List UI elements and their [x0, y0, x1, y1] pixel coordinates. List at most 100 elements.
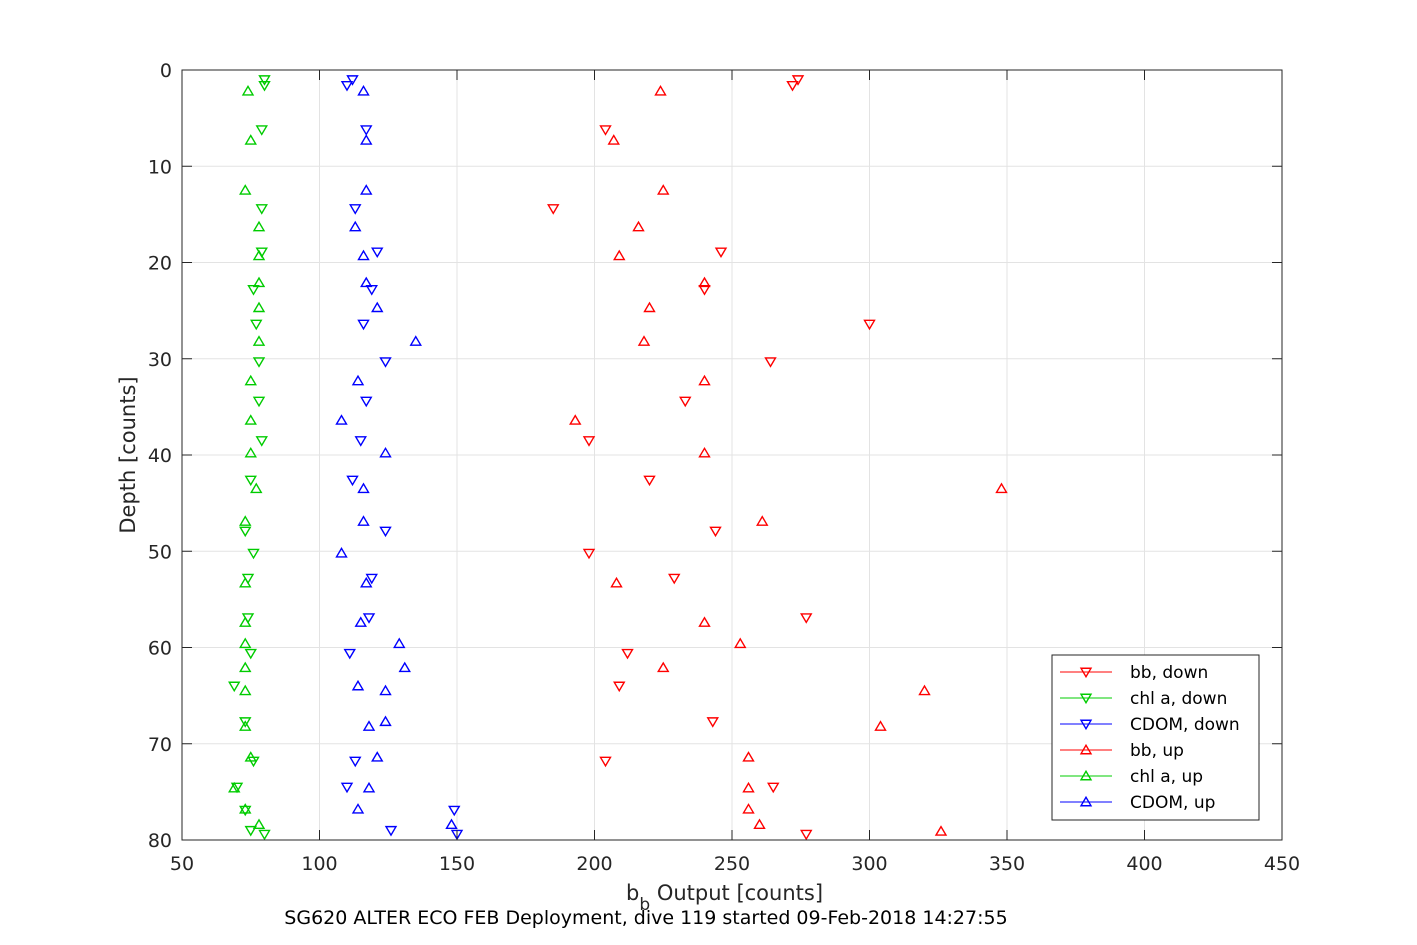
x-axis-label: bb Output [counts] — [626, 881, 823, 915]
data-point — [252, 335, 266, 346]
data-point — [698, 285, 711, 296]
data-point — [244, 374, 257, 386]
data-point — [250, 482, 263, 494]
data-point — [791, 75, 805, 86]
data-point — [698, 616, 711, 627]
x-axis-label-main: b — [626, 881, 639, 905]
data-point — [335, 414, 348, 425]
x-axis-label-subscript: b — [639, 895, 650, 915]
legend-label: bb, up — [1130, 741, 1184, 761]
legend: bb, down chl a, down CDOM, down bb, up chl a… — [1051, 654, 1260, 821]
data-point — [668, 573, 681, 585]
y-axis-label: Depth [counts] — [116, 376, 140, 533]
data-point — [258, 80, 271, 92]
data-point — [621, 648, 634, 660]
x-axis-label-rest: Output [counts] — [650, 881, 823, 905]
data-point — [753, 818, 766, 830]
data-point — [786, 80, 799, 92]
data-point — [349, 204, 362, 215]
series-0 — [547, 75, 876, 841]
data-point — [239, 684, 252, 696]
series-5 — [335, 85, 458, 830]
data-point — [445, 818, 458, 830]
data-point — [706, 717, 719, 728]
data-point — [239, 805, 252, 817]
data-point — [918, 684, 931, 696]
data-point — [764, 357, 777, 368]
legend-box — [1051, 654, 1260, 821]
data-point — [547, 204, 560, 215]
data-point — [709, 526, 722, 538]
data-point — [365, 573, 378, 585]
data-point — [379, 446, 392, 458]
series-4 — [228, 85, 266, 830]
data-marks — [228, 75, 1008, 841]
data-point — [349, 220, 362, 232]
data-point — [239, 661, 252, 673]
data-point — [252, 276, 266, 288]
data-point — [934, 825, 948, 836]
data-point — [244, 134, 257, 145]
data-point — [349, 756, 362, 768]
data-point — [637, 335, 651, 346]
y-tick-label: 80 — [148, 830, 172, 852]
data-point — [252, 220, 266, 232]
data-point — [250, 319, 263, 331]
data-point — [258, 75, 271, 86]
y-tick-label: 0 — [160, 60, 172, 82]
data-point — [360, 134, 373, 145]
data-point — [343, 648, 356, 660]
x-tick-label: 350 — [989, 853, 1025, 875]
y-tick-label: 30 — [148, 349, 172, 371]
data-point — [351, 374, 365, 386]
data-point — [698, 276, 711, 288]
y-tick-label: 60 — [148, 638, 172, 660]
data-point — [613, 681, 626, 693]
data-point — [357, 515, 370, 526]
data-point — [239, 637, 252, 649]
data-point — [698, 446, 711, 458]
data-point — [742, 803, 755, 814]
data-point — [252, 301, 266, 313]
data-point — [354, 436, 367, 447]
data-point — [698, 374, 711, 386]
data-point — [247, 285, 260, 296]
data-point — [228, 781, 241, 793]
data-point — [767, 782, 780, 794]
x-tick-label: 150 — [439, 853, 475, 875]
data-point — [360, 184, 373, 195]
data-point — [252, 818, 266, 830]
data-point — [247, 548, 260, 560]
legend-marker — [1079, 743, 1093, 755]
data-point — [607, 134, 620, 145]
data-point — [244, 446, 257, 458]
x-tick-label: 450 — [1264, 853, 1300, 875]
data-point — [239, 184, 252, 195]
data-point — [255, 125, 268, 136]
data-point — [340, 80, 354, 92]
data-point — [714, 247, 728, 259]
data-point — [582, 548, 596, 560]
legend-label: chl a, up — [1130, 767, 1203, 787]
legend-marker — [1079, 693, 1093, 705]
data-point — [357, 85, 370, 96]
y-tick-label: 70 — [148, 734, 172, 756]
legend-label: CDOM, down — [1130, 715, 1240, 735]
x-tick-labels: 50 100 150 200 250 300 350 400 450 — [170, 853, 1300, 875]
data-point — [244, 825, 257, 837]
data-point — [252, 357, 266, 368]
legend-label: chl a, down — [1130, 689, 1227, 709]
data-point — [800, 829, 813, 841]
data-point — [610, 576, 623, 588]
data-point — [643, 475, 656, 487]
x-tick-label: 100 — [301, 853, 337, 875]
data-point — [335, 547, 348, 558]
data-point — [654, 85, 667, 96]
ticks — [181, 69, 1283, 841]
series-3 — [569, 85, 1008, 836]
data-point — [354, 616, 367, 627]
data-point — [239, 576, 252, 588]
y-tick-label: 40 — [148, 445, 172, 467]
data-point — [351, 803, 365, 814]
data-point — [448, 805, 461, 817]
